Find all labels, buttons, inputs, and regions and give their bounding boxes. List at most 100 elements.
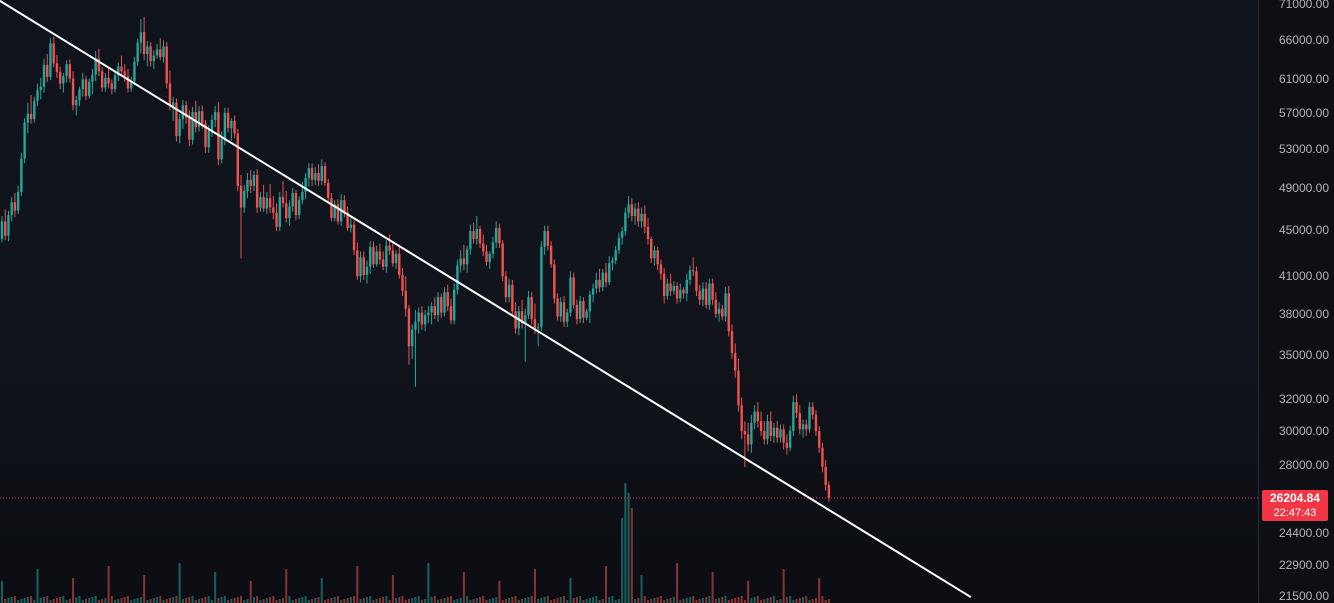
candle-body: [527, 297, 530, 316]
candle-body: [627, 204, 630, 213]
candle: [55, 54, 59, 78]
candle: [46, 54, 49, 82]
volume-bar: [227, 600, 230, 603]
volume-bar: [223, 596, 226, 603]
candle: [323, 162, 327, 186]
candle: [585, 308, 588, 321]
volume-bar: [685, 598, 688, 603]
volume-bar: [643, 596, 646, 603]
volume-bar: [304, 596, 307, 603]
volume-bar: [198, 599, 201, 603]
candle-body: [811, 406, 814, 415]
candle-body: [120, 66, 123, 72]
candle: [10, 197, 13, 222]
candle-body: [152, 55, 156, 62]
volume-bar: [162, 600, 165, 603]
volume-bar: [362, 598, 365, 603]
volume-bar: [365, 597, 368, 603]
candle-body: [84, 79, 88, 96]
price-tick-label: 71000.00: [1278, 0, 1329, 12]
candle: [717, 302, 721, 322]
candle-body: [708, 283, 711, 305]
candle-body: [608, 263, 611, 283]
candle: [204, 119, 207, 153]
candle: [239, 174, 243, 259]
candle-body: [485, 251, 488, 262]
candle: [562, 295, 566, 328]
candle: [617, 232, 621, 254]
volume-bar: [802, 597, 805, 603]
volume-bar: [440, 599, 443, 603]
volume-bar: [491, 598, 494, 603]
volume-bar: [811, 599, 814, 603]
candle-body: [62, 76, 65, 84]
candle: [449, 298, 453, 325]
volume-bar: [805, 596, 808, 603]
volume-bar: [734, 598, 737, 603]
candle-body: [55, 63, 59, 73]
chart-area[interactable]: [0, 0, 1258, 603]
candle-body: [427, 312, 430, 316]
volume-bar: [417, 596, 420, 603]
candle: [624, 207, 627, 236]
candle: [653, 245, 656, 266]
candle-body: [494, 227, 498, 243]
candle: [611, 257, 614, 271]
candle: [113, 72, 117, 93]
candle: [165, 41, 168, 89]
volume-bar: [194, 600, 197, 603]
candle-body: [753, 411, 756, 423]
volume-bar: [611, 596, 614, 603]
candle-body: [385, 245, 388, 267]
candle: [194, 100, 197, 133]
candle-body: [165, 46, 168, 84]
candle: [133, 57, 136, 86]
volume-bar: [230, 599, 233, 603]
volume-bar: [792, 600, 795, 603]
volume-bar: [624, 483, 627, 603]
candle: [175, 98, 178, 142]
candle-body: [336, 204, 340, 222]
candle-body: [7, 214, 10, 236]
volume-bar: [252, 597, 255, 603]
volume-bar: [637, 598, 640, 603]
volume-bar: [798, 598, 801, 603]
candle: [643, 205, 646, 234]
candle-body: [327, 182, 330, 199]
candle-body: [656, 250, 659, 265]
candle-body: [275, 212, 278, 227]
candle: [540, 241, 543, 332]
volume-bar: [78, 596, 81, 603]
candle-body: [252, 174, 256, 186]
volume-bar: [420, 600, 423, 603]
candle-body: [449, 306, 453, 321]
volume-bar: [240, 596, 243, 603]
trendline[interactable]: [0, 0, 972, 599]
volume-bar: [808, 600, 811, 603]
candle-body: [701, 288, 705, 300]
candle-body: [301, 191, 304, 201]
candle-body: [78, 89, 81, 101]
candlestick-chart[interactable]: [0, 0, 1258, 603]
volume-bar: [282, 598, 285, 603]
candle-body: [91, 74, 94, 82]
candle-body: [320, 166, 323, 181]
candle-body: [582, 300, 585, 318]
candle: [488, 251, 491, 270]
candle: [766, 414, 769, 445]
candle: [381, 251, 385, 271]
candle-body: [446, 292, 449, 307]
candle: [591, 283, 595, 303]
candle-body: [126, 76, 130, 89]
volume-bar: [262, 599, 265, 603]
candle-body: [230, 120, 233, 128]
volume-bar: [760, 600, 763, 603]
volume-bar: [572, 598, 575, 603]
volume-bar: [327, 599, 330, 603]
candle-body: [524, 315, 527, 324]
candle-body: [314, 172, 317, 180]
candle: [414, 309, 417, 387]
volume-bar: [265, 598, 268, 603]
volume-bar: [427, 563, 430, 603]
candle: [0, 215, 4, 243]
